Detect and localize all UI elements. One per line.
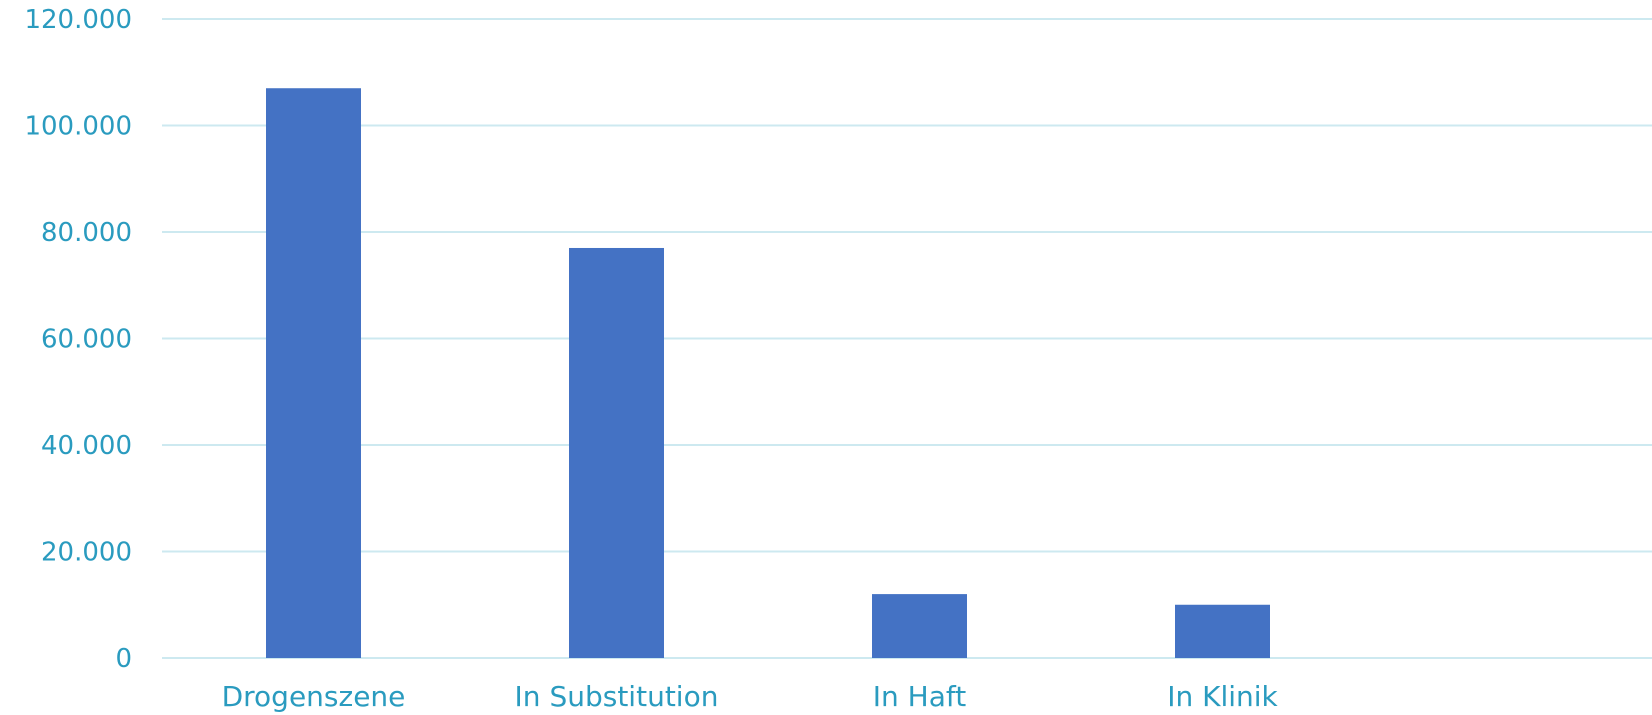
bar xyxy=(266,88,361,659)
y-tick-label: 40.000 xyxy=(41,431,132,461)
y-tick-label: 100.000 xyxy=(24,112,132,142)
x-category-label: In Substitution xyxy=(515,680,719,713)
x-category-label: In Haft xyxy=(873,680,966,713)
x-axis-category-labels: Drogenszene In Substitution In Haft In Klin… xyxy=(222,680,1279,713)
x-category-label: Drogenszene xyxy=(222,680,406,713)
bar xyxy=(872,594,967,658)
y-axis-tick-labels: 0 20.000 40.000 60.000 80.000 100.000 120.000 xyxy=(24,5,132,674)
y-tick-label: 120.000 xyxy=(24,5,132,35)
y-tick-label: 60.000 xyxy=(41,325,132,355)
y-tick-label: 0 xyxy=(115,644,132,674)
bar xyxy=(569,247,664,658)
y-tick-label: 20.000 xyxy=(41,538,132,568)
bars xyxy=(266,88,1270,659)
bar xyxy=(1175,604,1270,658)
y-tick-label: 80.000 xyxy=(41,218,132,248)
gridlines xyxy=(162,18,1652,659)
x-category-label: In Klinik xyxy=(1167,680,1278,713)
